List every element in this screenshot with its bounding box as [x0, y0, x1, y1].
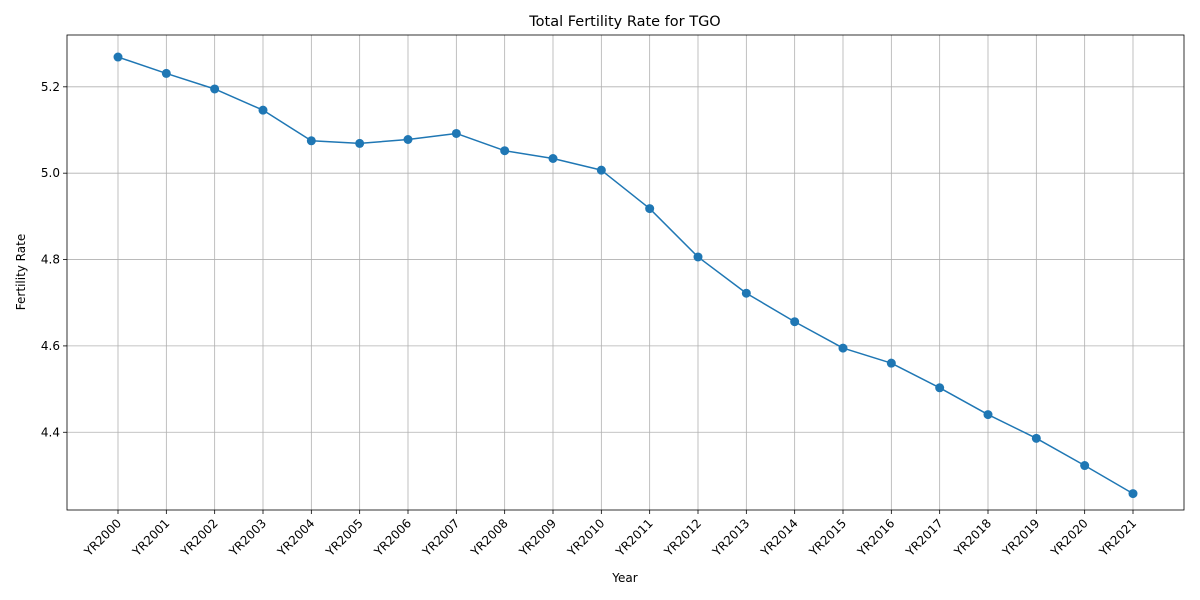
- data-point: [790, 317, 800, 327]
- x-tick-label: YR2017: [902, 516, 945, 559]
- y-tick-label: 5.0: [41, 166, 60, 180]
- series-layer: [113, 52, 1138, 499]
- data-point: [596, 165, 606, 175]
- data-point: [935, 383, 945, 393]
- data-point: [886, 358, 896, 368]
- y-axis-label: Fertility Rate: [14, 234, 28, 310]
- data-point: [693, 252, 703, 262]
- x-tick-label: YR2019: [999, 516, 1042, 559]
- x-tick-label: YR2008: [467, 516, 510, 559]
- chart-title: Total Fertility Rate for TGO: [528, 14, 720, 30]
- grid: [67, 35, 1184, 510]
- data-point: [983, 410, 993, 420]
- x-axis-label: Year: [611, 571, 637, 585]
- x-tick-label: YR2016: [854, 516, 897, 559]
- axes: YR2000 YR2001 YR2002 YR2003 YR2004 YR2005 YR20…: [41, 34, 1185, 560]
- data-point: [355, 138, 365, 148]
- data-point: [741, 288, 751, 298]
- x-tick-label: YR2009: [516, 516, 559, 559]
- data-point: [838, 343, 848, 353]
- plot-frame: [66, 34, 1185, 511]
- x-tick-label: YR2013: [709, 516, 752, 559]
- x-tick-label: YR2001: [129, 516, 172, 559]
- series-line: [117, 56, 1134, 495]
- x-tick-label: YR2015: [806, 516, 849, 559]
- data-point: [1128, 489, 1138, 499]
- data-point: [403, 135, 413, 144]
- x-tick-label: YR2007: [419, 516, 462, 559]
- x-tick-label: YR2003: [226, 516, 269, 559]
- y-tick-label: 4.4: [41, 425, 60, 439]
- y-tick-label: 4.8: [41, 253, 60, 267]
- x-tick-label: YR2006: [371, 516, 414, 559]
- data-point: [306, 136, 316, 146]
- data-point: [451, 128, 461, 138]
- x-tick-label: YR2020: [1047, 516, 1090, 559]
- data-point: [548, 154, 558, 163]
- data-point: [258, 105, 268, 115]
- x-tick-label: YR2000: [81, 516, 124, 559]
- data-point: [161, 68, 171, 78]
- y-tick-label: 5.2: [41, 80, 60, 94]
- x-tick-label: YR2002: [177, 516, 220, 559]
- data-point: [1080, 461, 1090, 471]
- x-tick-label: YR2005: [322, 516, 365, 559]
- x-tick-label: YR2011: [612, 516, 655, 559]
- x-tick-label: YR2004: [274, 516, 317, 559]
- y-tick-label: 4.6: [41, 339, 60, 353]
- x-tick-label: YR2018: [951, 516, 994, 559]
- x-tick-label: YR2021: [1096, 516, 1139, 559]
- x-tick-label: YR2012: [661, 516, 704, 559]
- data-point: [113, 52, 123, 62]
- data-point: [1031, 433, 1041, 443]
- data-point: [500, 146, 510, 156]
- x-tick-label: YR2014: [757, 516, 800, 559]
- data-point: [210, 84, 220, 94]
- x-tick-label: YR2010: [564, 516, 607, 559]
- data-point: [645, 204, 655, 214]
